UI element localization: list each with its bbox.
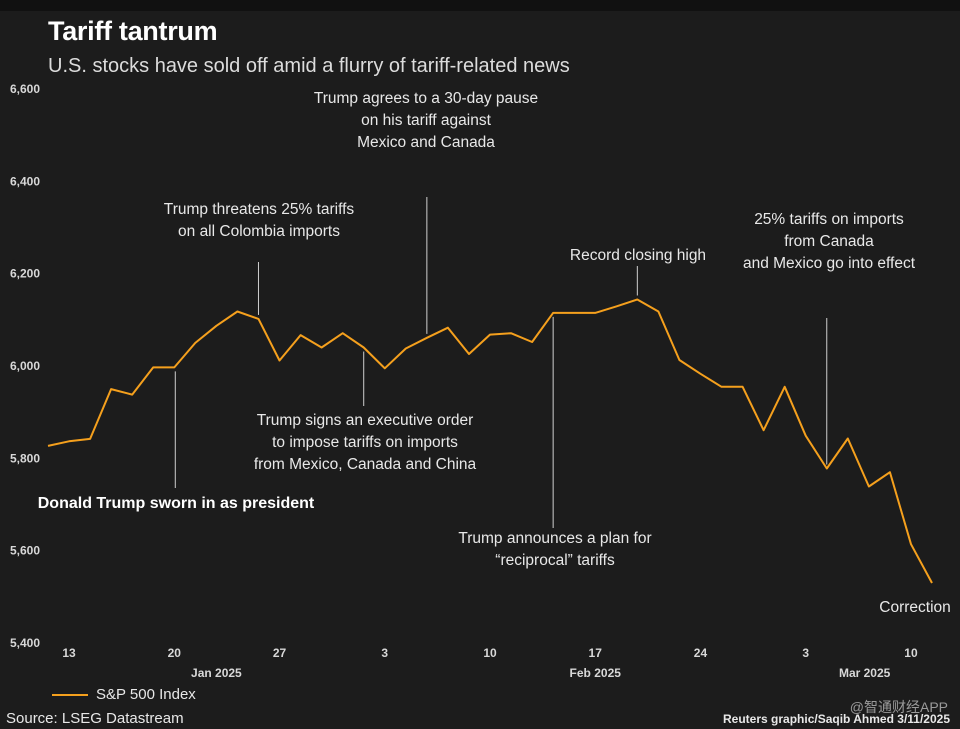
- data-point: [531, 341, 533, 343]
- data-point: [763, 429, 765, 431]
- data-point: [468, 353, 470, 355]
- data-point: [721, 386, 723, 388]
- data-point: [384, 367, 386, 369]
- data-point: [363, 347, 365, 349]
- data-point: [257, 318, 259, 320]
- x-month-label: Feb 2025: [570, 666, 622, 680]
- annotation-text: to impose tariffs on imports: [272, 434, 458, 451]
- data-point: [615, 305, 617, 307]
- data-point: [194, 342, 196, 344]
- x-tick-label: 20: [168, 646, 182, 660]
- source-note: Source: LSEG Datastream: [6, 710, 184, 727]
- data-point: [868, 485, 870, 487]
- data-point: [300, 334, 302, 336]
- x-tick-label: 24: [694, 646, 708, 660]
- x-month-label: Jan 2025: [191, 666, 242, 680]
- x-tick-label: 10: [483, 646, 497, 660]
- data-point: [847, 437, 849, 439]
- annotation-text: Trump agrees to a 30-day pause: [314, 90, 538, 107]
- annotation-text: from Mexico, Canada and China: [254, 456, 477, 473]
- data-point: [573, 312, 575, 314]
- x-tick-label: 13: [62, 646, 76, 660]
- x-tick-label: 3: [381, 646, 388, 660]
- data-point: [889, 471, 891, 473]
- y-tick-label: 5,800: [10, 451, 40, 465]
- data-point: [594, 312, 596, 314]
- data-point: [152, 366, 154, 368]
- data-point: [910, 543, 912, 545]
- y-tick-label: 5,400: [10, 636, 40, 650]
- y-tick-label: 6,600: [10, 82, 40, 96]
- data-point: [699, 373, 701, 375]
- data-point: [215, 325, 217, 327]
- annotation-text: Correction: [879, 599, 951, 616]
- y-tick-label: 6,200: [10, 267, 40, 281]
- sp500-line: [47, 298, 933, 584]
- data-point: [131, 394, 133, 396]
- annotation-text: Trump threatens 25% tariffs: [164, 201, 355, 218]
- annotation-text: from Canada: [784, 233, 874, 250]
- annotation-text: Trump announces a plan for: [458, 530, 651, 547]
- annotation-text: 25% tariffs on imports: [754, 211, 904, 228]
- data-point: [342, 332, 344, 334]
- legend-label: S&P 500 Index: [96, 686, 196, 703]
- y-tick-label: 5,600: [10, 544, 40, 558]
- top-bar: [0, 0, 960, 11]
- data-point: [636, 299, 638, 301]
- data-point: [68, 440, 70, 442]
- data-point: [426, 337, 428, 339]
- chart-subtitle: U.S. stocks have sold off amid a flurry …: [48, 55, 570, 77]
- data-point: [236, 311, 238, 313]
- annotation-text: on all Colombia imports: [178, 223, 340, 240]
- x-month-label: Mar 2025: [839, 666, 891, 680]
- data-point: [489, 334, 491, 336]
- data-point: [47, 445, 49, 447]
- data-point: [321, 347, 323, 349]
- annotation-text: Record closing high: [570, 247, 706, 264]
- graphic-credit: Reuters graphic/Saqib Ahmed 3/11/2025: [723, 712, 950, 726]
- x-tick-label: 10: [904, 646, 918, 660]
- data-point: [742, 386, 744, 388]
- annotation-text: Donald Trump sworn in as president: [38, 495, 315, 512]
- data-point: [447, 327, 449, 329]
- x-tick-label: 3: [802, 646, 809, 660]
- y-tick-label: 6,400: [10, 174, 40, 188]
- x-tick-label: 27: [273, 646, 287, 660]
- data-point: [805, 435, 807, 437]
- x-tick-label: 17: [589, 646, 603, 660]
- data-point: [279, 359, 281, 361]
- data-point: [826, 467, 828, 469]
- data-point: [784, 386, 786, 388]
- annotation-text: on his tariff against: [361, 112, 492, 129]
- annotation-text: “reciprocal” tariffs: [495, 552, 615, 569]
- chart-title: Tariff tantrum: [48, 16, 218, 46]
- data-point: [110, 388, 112, 390]
- data-point: [405, 347, 407, 349]
- data-point: [173, 366, 175, 368]
- watermark: @智通财经APP: [849, 699, 948, 715]
- legend-swatch: [52, 693, 88, 696]
- data-point: [552, 312, 554, 314]
- annotation-text: Mexico and Canada: [357, 134, 495, 151]
- data-point: [678, 359, 680, 361]
- data-point: [510, 332, 512, 334]
- data-point: [657, 311, 659, 313]
- legend: S&P 500 Index: [52, 686, 196, 703]
- annotation-text: Trump signs an executive order: [257, 412, 474, 429]
- annotation-text: and Mexico go into effect: [743, 255, 916, 272]
- data-point: [89, 438, 91, 440]
- y-tick-label: 6,000: [10, 359, 40, 373]
- data-point: [931, 582, 933, 584]
